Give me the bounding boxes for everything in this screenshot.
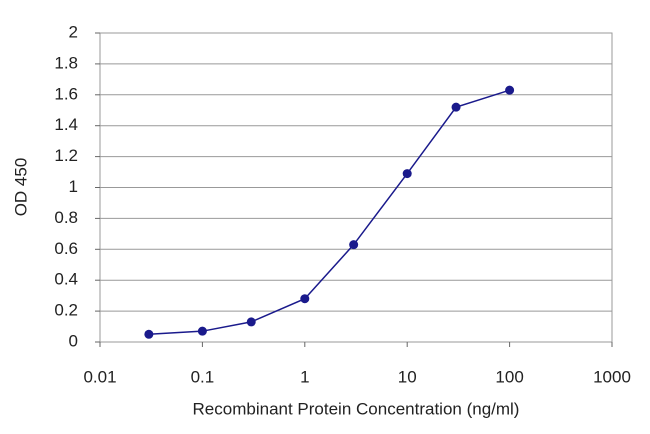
y-tick-label: 0: [69, 331, 78, 350]
data-point: [349, 240, 359, 250]
y-tick-label: 1.4: [54, 115, 78, 134]
data-point: [144, 329, 154, 339]
x-tick-label: 100: [495, 367, 523, 386]
y-tick-label: 1.8: [54, 53, 78, 72]
y-axis-label: OD 450: [11, 158, 30, 217]
y-tick-label: 0.4: [54, 270, 78, 289]
x-tick-label: 0.1: [191, 367, 215, 386]
y-tick-label: 2: [69, 22, 78, 41]
data-point: [197, 326, 207, 336]
y-tick-label: 0.8: [54, 208, 78, 227]
y-tick-label: 0.6: [54, 239, 78, 258]
x-tick-label: 1000: [593, 367, 631, 386]
data-point: [505, 85, 515, 95]
x-tick-label: 0.01: [83, 367, 116, 386]
data-point: [451, 102, 461, 112]
x-tick-label: 1: [300, 367, 309, 386]
y-tick-label: 1: [69, 177, 78, 196]
data-point: [246, 317, 256, 327]
data-point: [402, 169, 412, 179]
data-point: [300, 294, 310, 304]
y-tick-label: 1.2: [54, 146, 78, 165]
y-tick-label: 0.2: [54, 301, 78, 320]
x-axis-label: Recombinant Protein Concentration (ng/ml…: [193, 399, 520, 418]
series-line: [148, 89, 510, 336]
y-tick-label: 1.6: [54, 84, 78, 103]
x-tick-label: 10: [398, 367, 417, 386]
